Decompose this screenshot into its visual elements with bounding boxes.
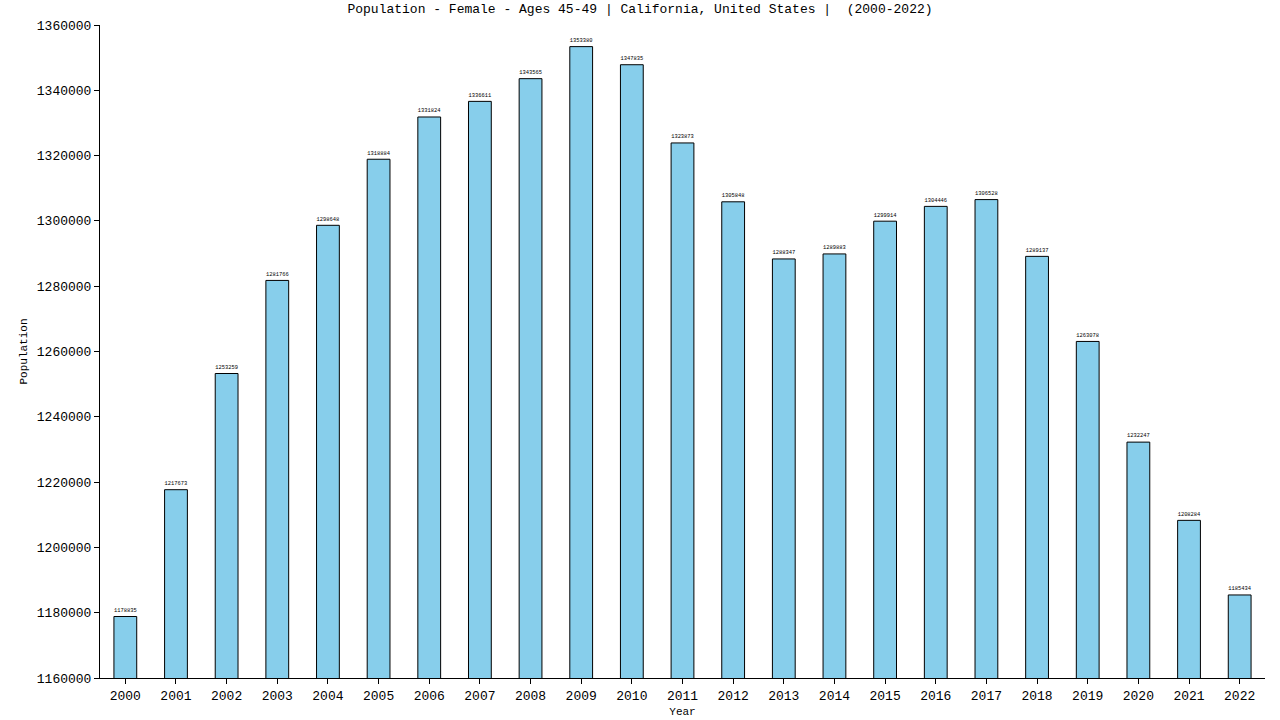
svg-text:1340000: 1340000 (37, 84, 92, 99)
svg-text:2004: 2004 (312, 689, 343, 704)
svg-text:1343565: 1343565 (519, 69, 542, 76)
svg-text:Year: Year (669, 706, 695, 718)
svg-text:1331824: 1331824 (418, 108, 441, 114)
svg-text:1185434: 1185434 (1228, 586, 1251, 592)
svg-text:2015: 2015 (870, 689, 901, 704)
svg-text:1178835: 1178835 (114, 607, 137, 614)
svg-text:2007: 2007 (464, 689, 495, 704)
svg-text:1208284: 1208284 (1178, 512, 1201, 518)
svg-text:1300000: 1300000 (37, 214, 92, 229)
svg-text:1336611: 1336611 (469, 93, 492, 99)
svg-text:1353380: 1353380 (570, 37, 593, 44)
svg-text:Population - Female - Ages 45-: Population - Female - Ages 45-49 | Calif… (347, 2, 932, 17)
svg-text:1263078: 1263078 (1076, 332, 1099, 339)
svg-text:2009: 2009 (566, 689, 597, 704)
svg-text:2001: 2001 (160, 689, 191, 704)
svg-text:1200000: 1200000 (37, 541, 92, 556)
svg-text:1304446: 1304446 (924, 197, 947, 204)
svg-text:2017: 2017 (971, 689, 1002, 704)
svg-text:2012: 2012 (718, 689, 749, 704)
svg-text:1180000: 1180000 (37, 606, 92, 621)
svg-text:2002: 2002 (211, 689, 242, 704)
svg-text:2005: 2005 (363, 689, 394, 704)
svg-text:1306528: 1306528 (975, 190, 998, 197)
svg-text:1253259: 1253259 (215, 364, 238, 371)
svg-text:2013: 2013 (768, 689, 799, 704)
svg-text:1305848: 1305848 (722, 192, 745, 199)
svg-text:1289883: 1289883 (823, 244, 846, 251)
svg-text:Population: Population (18, 318, 30, 384)
svg-text:2020: 2020 (1123, 689, 1154, 704)
svg-text:1318884: 1318884 (367, 151, 390, 157)
svg-text:2010: 2010 (616, 689, 647, 704)
svg-text:2008: 2008 (515, 689, 546, 704)
svg-text:1260000: 1260000 (37, 345, 92, 360)
svg-text:1298648: 1298648 (317, 216, 340, 223)
svg-text:1360000: 1360000 (37, 19, 92, 34)
svg-text:1347835: 1347835 (620, 55, 643, 62)
svg-text:1240000: 1240000 (37, 410, 92, 425)
svg-text:1323873: 1323873 (671, 133, 694, 140)
svg-text:1220000: 1220000 (37, 476, 92, 491)
svg-text:2016: 2016 (920, 689, 951, 704)
svg-text:1232247: 1232247 (1127, 432, 1150, 439)
svg-text:2019: 2019 (1072, 689, 1103, 704)
svg-text:1289137: 1289137 (1026, 247, 1049, 254)
svg-text:2022: 2022 (1224, 689, 1255, 704)
svg-text:2021: 2021 (1173, 689, 1204, 704)
svg-text:2000: 2000 (110, 689, 141, 704)
svg-text:2014: 2014 (819, 689, 850, 704)
svg-text:1288347: 1288347 (772, 249, 795, 256)
svg-text:1320000: 1320000 (37, 149, 92, 164)
svg-text:1160000: 1160000 (37, 672, 92, 687)
svg-text:1280000: 1280000 (37, 280, 92, 295)
svg-text:1281766: 1281766 (266, 271, 289, 278)
svg-text:2003: 2003 (262, 689, 293, 704)
svg-text:1217673: 1217673 (165, 480, 188, 487)
svg-text:1299914: 1299914 (874, 213, 897, 219)
svg-text:2011: 2011 (667, 689, 698, 704)
svg-text:2018: 2018 (1021, 689, 1052, 704)
svg-text:2006: 2006 (414, 689, 445, 704)
